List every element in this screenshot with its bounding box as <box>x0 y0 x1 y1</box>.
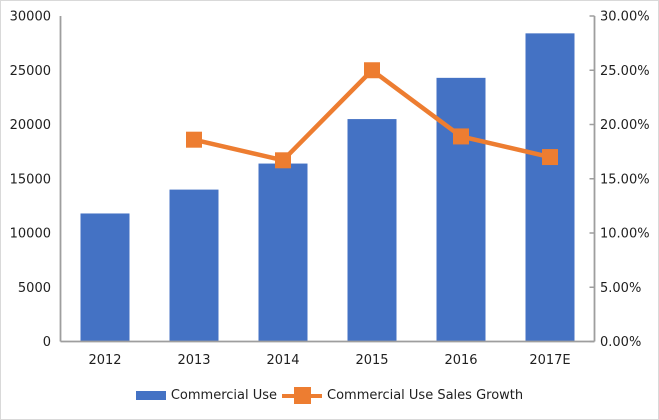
bar-series-swatch <box>135 391 166 400</box>
x-axis-label-2012: 2012 <box>88 353 121 368</box>
legend-item-commercial-use[interactable]: Commercial Use <box>135 387 278 404</box>
x-axis-label-2015: 2015 <box>355 353 388 368</box>
legend-item-sales-growth[interactable]: Commercial Use Sales Growth <box>282 387 523 404</box>
right-axis-tick-label: 30.00% <box>600 10 650 25</box>
left-axis-tick-label: 30000 <box>10 10 51 25</box>
bar-2016[interactable] <box>436 77 486 342</box>
right-axis-tick-label: 10.00% <box>600 227 650 242</box>
x-axis-label-2016: 2016 <box>444 353 477 368</box>
left-axis-tick-label: 10000 <box>10 227 51 242</box>
left-axis-tick-label: 5000 <box>18 281 51 296</box>
legend-label-commercial-use: Commercial Use <box>170 388 278 403</box>
bar-2015[interactable] <box>347 119 397 342</box>
growth-marker-2016[interactable] <box>453 128 469 145</box>
x-axis-label-2013: 2013 <box>177 353 210 368</box>
chart-legend: Commercial Use Commercial Use Sales Grow… <box>1 387 658 404</box>
right-axis-tick-label: 25.00% <box>600 64 650 79</box>
bar-2014[interactable] <box>258 163 308 342</box>
bar-2013[interactable] <box>169 189 219 342</box>
right-axis-tick-label: 20.00% <box>600 118 650 133</box>
growth-marker-2015[interactable] <box>364 62 380 79</box>
right-axis-tick-label: 0.00% <box>600 335 641 350</box>
growth-marker-2014[interactable] <box>275 152 291 169</box>
line-series-swatch <box>282 387 323 404</box>
left-axis-tick-label: 15000 <box>10 172 51 187</box>
x-axis-label-2017E: 2017E <box>529 353 570 368</box>
legend-square-marker-glyph <box>293 387 311 404</box>
right-axis-tick-label: 5.00% <box>600 281 641 296</box>
bar-2017E[interactable] <box>525 33 575 342</box>
left-axis-tick-label: 0 <box>43 335 51 350</box>
bar-2012[interactable] <box>80 213 130 342</box>
right-axis-tick-label: 15.00% <box>600 172 650 187</box>
growth-marker-2017E[interactable] <box>542 149 558 166</box>
left-axis-tick-label: 20000 <box>10 118 51 133</box>
x-axis-label-2014: 2014 <box>266 353 299 368</box>
growth-marker-2013[interactable] <box>186 131 202 148</box>
left-axis-tick-label: 25000 <box>10 64 51 79</box>
legend-label-sales-growth: Commercial Use Sales Growth <box>327 388 524 403</box>
